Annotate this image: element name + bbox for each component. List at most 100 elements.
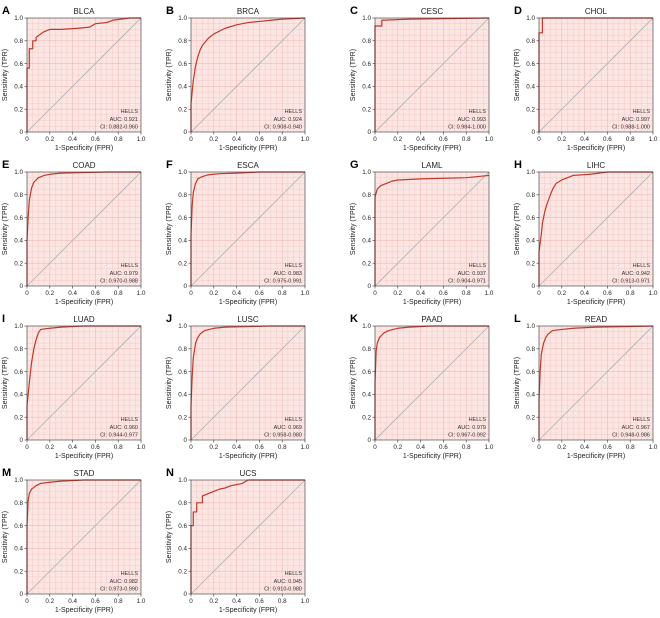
legend-gene: HELLS	[469, 417, 487, 423]
x-tick-label: 1.0	[649, 136, 658, 143]
x-tick-label: 0.4	[68, 444, 77, 451]
legend-ci: CI: 0.913-0.971	[612, 279, 650, 285]
x-tick-label: 0.6	[603, 290, 612, 297]
y-tick-label: 0	[19, 283, 23, 290]
y-tick-label: 1.0	[362, 15, 371, 22]
legend-ci: CI: 0.984-1.000	[448, 125, 486, 131]
y-tick-label: 0.8	[362, 38, 371, 45]
panel-title: LAML	[422, 161, 443, 170]
legend-gene: HELLS	[469, 263, 487, 269]
x-tick-label: 0.2	[393, 290, 402, 297]
legend-ci: CI: 0.944-0.977	[100, 433, 138, 439]
x-tick-label: 1.0	[301, 290, 310, 297]
x-tick-label: 1.0	[301, 136, 310, 143]
legend-auc: AUC: 0.982	[110, 579, 138, 585]
y-tick-label: 0	[367, 283, 371, 290]
y-tick-label: 0.4	[362, 84, 371, 91]
roc-panel-cesc: C CESC 00 0.2 0.2 0.4 0.4 0.6 0.6 0.8 0.8 1.0 1.0 1-S…	[350, 5, 494, 152]
reference-diagonal	[538, 17, 654, 133]
plot-frame	[538, 17, 654, 133]
y-tick-label: 1.0	[14, 323, 23, 330]
y-tick-label: 0.4	[362, 238, 371, 245]
roc-curve	[26, 479, 141, 594]
x-tick-label: 1.0	[649, 290, 658, 297]
x-tick-label: 1.0	[301, 444, 310, 451]
y-tick-label: 0.4	[526, 238, 535, 245]
plot-frame	[190, 17, 306, 133]
legend-ci: CI: 0.904-0.971	[448, 279, 486, 285]
grid	[191, 172, 305, 286]
y-axis-label: Sensitivity (TPR)	[514, 49, 521, 101]
x-tick-label: 0.2	[45, 136, 54, 143]
plot-frame	[538, 325, 654, 441]
reference-diagonal	[26, 171, 142, 287]
x-tick-label: 1.0	[137, 136, 146, 143]
y-tick-label: 0.6	[14, 369, 23, 376]
x-tick-label: 0.6	[439, 290, 448, 297]
y-tick-label: 0.4	[178, 392, 187, 399]
x-tick-label: 0.6	[91, 598, 100, 605]
y-tick-label: 0.4	[526, 392, 535, 399]
panel-letter: J	[166, 313, 172, 325]
x-tick-label: 0.2	[557, 290, 566, 297]
y-tick-label: 0.2	[14, 568, 23, 575]
legend-auc: AUC: 0.969	[274, 425, 302, 431]
legend-ci: CI: 0.988-1.000	[612, 125, 650, 131]
x-tick-label: 0.4	[232, 444, 241, 451]
x-tick-label: 0.8	[462, 136, 471, 143]
roc-panel-esca: F ESCA 00 0.2 0.2 0.4 0.4 0.6 0.6 0.8 0.8 1.0 1.0 1-S…	[166, 159, 310, 306]
panel-title: ESCA	[237, 161, 259, 170]
legend-auc: AUC: 0.967	[622, 425, 650, 431]
panel-title: LIHC	[587, 161, 605, 170]
y-tick-label: 0.4	[14, 392, 23, 399]
x-tick-label: 0	[373, 290, 377, 297]
reference-diagonal	[26, 17, 142, 133]
roc-curve	[190, 325, 305, 440]
y-tick-label: 0.6	[14, 523, 23, 530]
legend-ci: CI: 0.908-0.940	[264, 125, 302, 131]
y-tick-label: 0.6	[362, 215, 371, 222]
legend-auc: AUC: 0.945	[274, 579, 302, 585]
panel-letter: M	[2, 467, 11, 479]
x-axis-label: 1-Specificity (FPR)	[55, 607, 113, 614]
legend-gene: HELLS	[285, 571, 303, 577]
x-tick-label: 0.4	[68, 290, 77, 297]
panel-title: CESC	[421, 7, 443, 16]
y-tick-label: 1.0	[14, 477, 23, 484]
x-tick-label: 0	[537, 136, 541, 143]
x-tick-label: 0	[25, 290, 29, 297]
x-tick-label: 0	[25, 444, 29, 451]
y-tick-label: 0.6	[526, 369, 535, 376]
x-tick-label: 0.6	[255, 136, 264, 143]
panel-letter: D	[514, 5, 522, 17]
y-tick-label: 0.8	[178, 38, 187, 45]
x-tick-label: 1.0	[137, 598, 146, 605]
y-tick-label: 0.8	[362, 346, 371, 353]
panel-letter: F	[166, 159, 173, 171]
y-tick-label: 0	[19, 129, 23, 136]
y-tick-label: 0	[183, 129, 187, 136]
y-tick-label: 1.0	[178, 323, 187, 330]
panel-letter: C	[350, 5, 358, 17]
panel-title: UCS	[240, 469, 257, 478]
roc-curve	[538, 325, 654, 440]
x-tick-label: 0.6	[91, 290, 100, 297]
y-tick-label: 0.2	[362, 106, 371, 113]
roc-panel-read: L READ 00 0.2 0.2 0.4 0.4 0.6 0.6 0.8 0.8 1.0 1.0 1-S…	[514, 313, 658, 460]
x-tick-label: 0.6	[439, 444, 448, 451]
panel-title: LUSC	[237, 315, 259, 324]
panel-title: BLCA	[74, 7, 96, 16]
y-axis-label: Sensitivity (TPR)	[166, 511, 173, 563]
legend-gene: HELLS	[633, 417, 651, 423]
grid	[27, 18, 141, 132]
panel-letter: A	[2, 5, 10, 17]
x-tick-label: 1.0	[301, 598, 310, 605]
roc-panel-ucs: N UCS 00 0.2 0.2 0.4 0.4 0.6 0.6 0.8 0.8 1.0 1.0 1-Sp…	[166, 467, 310, 614]
x-tick-label: 0.6	[255, 598, 264, 605]
x-axis-label: 1-Specificity (FPR)	[55, 145, 113, 152]
x-tick-label: 0.6	[255, 444, 264, 451]
y-axis-label: Sensitivity (TPR)	[166, 203, 173, 255]
reference-diagonal	[190, 17, 306, 133]
y-tick-label: 0.8	[362, 192, 371, 199]
